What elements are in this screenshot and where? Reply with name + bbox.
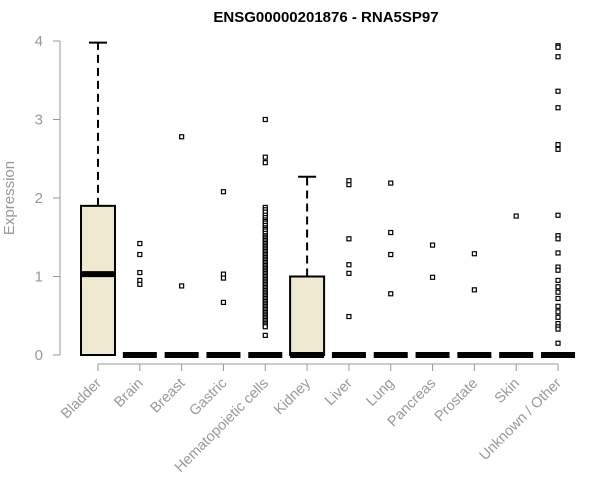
outlier-point [555, 142, 561, 148]
box-0 [80, 41, 116, 356]
y-tick-label: 1 [35, 269, 43, 286]
y-tick-label: 3 [35, 112, 43, 129]
outlier-point [346, 236, 352, 242]
outlier-point [555, 326, 561, 332]
y-tick-label: 0 [35, 347, 43, 364]
outlier-point [179, 134, 185, 140]
boxes-layer [80, 41, 576, 358]
outlier-point [555, 340, 561, 346]
outlier-point [346, 182, 352, 188]
outlier-point [262, 332, 268, 338]
y-axis: 0 1 2 3 4 [35, 33, 61, 364]
outlier-point [429, 242, 436, 248]
x-tick-label: Breast [148, 376, 189, 417]
outlier-point [179, 283, 185, 289]
outlier-point [555, 105, 561, 111]
outlier-point [388, 251, 394, 258]
x-tick-label: Skin [492, 376, 523, 407]
outlier-point [220, 299, 227, 306]
box-9 [457, 251, 492, 358]
outlier-point [555, 54, 561, 60]
outlier-point [388, 229, 394, 236]
outlier-point [555, 284, 561, 290]
outlier-point [555, 146, 561, 152]
box-1 [122, 240, 157, 358]
outlier-point [262, 154, 268, 160]
outlier-point [471, 251, 477, 257]
outlier-point [388, 180, 394, 186]
chart-title: ENSG00000201876 - RNA5SP97 [213, 9, 438, 26]
outlier-point [429, 274, 436, 280]
outlier-point [555, 295, 561, 302]
y-tick-label: 2 [35, 190, 43, 207]
box-3 [206, 189, 241, 358]
outlier-point [555, 289, 561, 295]
outlier-point [262, 324, 268, 330]
x-tick-label: Bladder [58, 375, 105, 422]
x-tick-label: Prostate [432, 376, 481, 425]
x-tick-label: Kidney [271, 375, 314, 418]
outlier-point [513, 213, 519, 219]
outlier-point [555, 314, 561, 320]
outlier-point [555, 44, 561, 50]
outlier-point [555, 236, 561, 242]
outlier-point [471, 287, 477, 293]
x-axis [97, 363, 559, 371]
box-rect [80, 204, 116, 356]
outlier-point [346, 313, 352, 320]
x-tick-label: Brain [111, 376, 146, 411]
outlier-point [220, 275, 227, 281]
outlier-point [137, 240, 143, 247]
outlier-point [555, 277, 561, 284]
x-tick-label: Liver [322, 375, 356, 409]
outlier-point [346, 270, 352, 276]
outlier-point [137, 269, 143, 276]
box-4 [248, 116, 283, 358]
box-11 [541, 43, 576, 358]
outlier-point [555, 309, 561, 315]
outlier-point [555, 250, 561, 256]
outlier-point [555, 212, 561, 218]
box-2 [164, 134, 199, 358]
box-6 [331, 178, 366, 358]
outlier-point [137, 281, 143, 287]
outlier-point [555, 88, 561, 94]
y-tick-label: 4 [35, 33, 43, 50]
box-5 [289, 175, 326, 358]
outlier-point [555, 267, 561, 273]
box-rect [289, 275, 326, 356]
outlier-point [220, 189, 227, 195]
y-axis-label: Expression [1, 161, 18, 235]
outlier-point [388, 291, 394, 297]
outlier-point [346, 262, 352, 268]
outlier-point [555, 303, 561, 309]
x-tick-label: Lung [363, 376, 397, 410]
box-8 [415, 242, 450, 358]
outlier-point [137, 251, 143, 258]
outlier-point [262, 116, 268, 123]
outlier-point [262, 160, 268, 166]
box-10 [499, 213, 534, 358]
box-7 [373, 180, 408, 358]
